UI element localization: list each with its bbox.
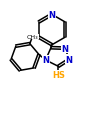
Text: CH₃: CH₃ [27,34,38,39]
Text: N: N [42,56,49,65]
Text: N: N [66,55,73,64]
Text: N: N [48,11,55,20]
Text: N: N [62,44,69,53]
Text: HS: HS [52,70,65,79]
